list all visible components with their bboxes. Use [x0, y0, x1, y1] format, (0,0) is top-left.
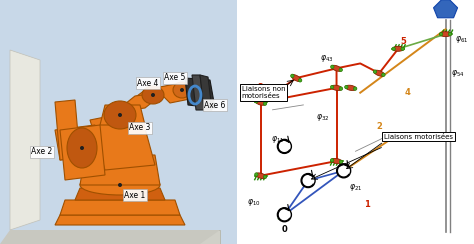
Polygon shape	[10, 230, 220, 244]
Circle shape	[392, 47, 395, 51]
Circle shape	[339, 87, 343, 90]
Ellipse shape	[80, 175, 160, 195]
Text: Liaisons motorisées: Liaisons motorisées	[384, 134, 453, 140]
Bar	[0, 0, 237, 244]
Polygon shape	[155, 83, 195, 103]
Text: $\varphi_{61}$: $\varphi_{61}$	[456, 33, 469, 45]
Polygon shape	[90, 110, 155, 170]
Polygon shape	[0, 230, 220, 244]
Circle shape	[301, 173, 315, 188]
Text: Axe 5: Axe 5	[164, 73, 186, 82]
Text: Axe 3: Axe 3	[129, 123, 151, 132]
Circle shape	[439, 32, 443, 36]
Polygon shape	[55, 215, 185, 225]
Ellipse shape	[331, 85, 342, 91]
Ellipse shape	[67, 128, 97, 168]
Text: $\varphi_{11}$: $\varphi_{11}$	[271, 133, 284, 145]
Text: 5: 5	[400, 37, 406, 46]
Polygon shape	[100, 105, 145, 125]
Polygon shape	[60, 125, 105, 180]
Ellipse shape	[331, 65, 342, 71]
Ellipse shape	[255, 100, 266, 105]
Circle shape	[330, 85, 334, 89]
Polygon shape	[192, 75, 205, 110]
Text: Axe 1: Axe 1	[124, 191, 146, 200]
Text: 1: 1	[365, 201, 370, 209]
Circle shape	[180, 88, 184, 92]
Ellipse shape	[392, 46, 404, 51]
Polygon shape	[80, 155, 160, 185]
Circle shape	[299, 79, 302, 82]
Circle shape	[263, 102, 267, 105]
Circle shape	[291, 74, 294, 78]
Polygon shape	[125, 85, 175, 105]
Ellipse shape	[440, 32, 451, 37]
Circle shape	[118, 183, 122, 187]
Ellipse shape	[292, 75, 301, 81]
Text: $\varphi_{43}$: $\varphi_{43}$	[320, 53, 334, 64]
Polygon shape	[75, 188, 165, 200]
Text: Axe 6: Axe 6	[204, 101, 226, 110]
Circle shape	[382, 73, 385, 76]
Polygon shape	[434, 0, 457, 18]
Text: 2: 2	[376, 122, 382, 131]
Polygon shape	[10, 50, 40, 230]
Text: $\varphi_{21}$: $\varphi_{21}$	[349, 182, 362, 193]
Polygon shape	[185, 78, 215, 108]
Circle shape	[345, 85, 348, 89]
Circle shape	[448, 32, 452, 36]
Polygon shape	[55, 125, 100, 160]
Circle shape	[339, 68, 343, 71]
Polygon shape	[115, 92, 165, 112]
Circle shape	[401, 47, 404, 51]
Ellipse shape	[173, 82, 191, 98]
Ellipse shape	[255, 173, 266, 178]
Circle shape	[330, 159, 334, 162]
Circle shape	[255, 100, 258, 103]
Bar	[237, 0, 474, 244]
Circle shape	[151, 93, 155, 97]
Circle shape	[118, 113, 122, 117]
Circle shape	[337, 164, 351, 178]
Ellipse shape	[374, 70, 384, 76]
Circle shape	[277, 208, 292, 222]
Text: Axe 2: Axe 2	[31, 148, 53, 156]
Circle shape	[339, 160, 343, 163]
Text: $\varphi_{54}$: $\varphi_{54}$	[451, 68, 464, 79]
Polygon shape	[200, 75, 212, 110]
Ellipse shape	[331, 158, 342, 164]
Circle shape	[80, 146, 84, 150]
Text: 0: 0	[282, 225, 287, 234]
Circle shape	[255, 173, 258, 176]
Circle shape	[263, 175, 267, 179]
Circle shape	[330, 65, 334, 69]
Polygon shape	[60, 200, 180, 215]
Circle shape	[277, 139, 292, 153]
Text: Axe 4: Axe 4	[137, 79, 159, 88]
Circle shape	[354, 87, 357, 90]
Text: 3: 3	[258, 83, 264, 92]
Text: $\varphi_{32}$: $\varphi_{32}$	[316, 112, 329, 123]
Ellipse shape	[142, 86, 164, 104]
Ellipse shape	[346, 85, 356, 91]
Polygon shape	[55, 100, 80, 160]
Ellipse shape	[104, 101, 136, 129]
Text: Liaisons non
motorisées: Liaisons non motorisées	[242, 86, 285, 100]
Text: $\varphi_{10}$: $\varphi_{10}$	[247, 197, 260, 208]
Circle shape	[373, 70, 377, 73]
Text: 4: 4	[405, 88, 410, 97]
